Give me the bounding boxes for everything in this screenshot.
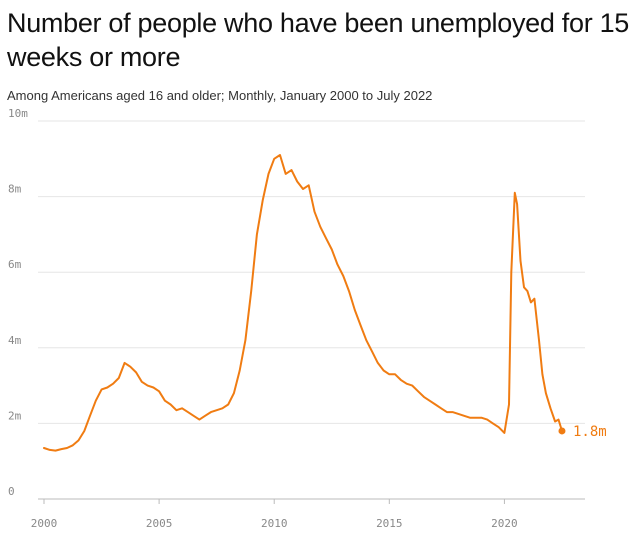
x-tick-label: 2020 — [491, 517, 518, 530]
y-tick-label: 6m — [8, 258, 22, 271]
y-tick-label: 2m — [8, 409, 22, 422]
end-point — [558, 427, 566, 435]
y-tick-label: 0 — [8, 485, 15, 498]
chart-subtitle: Among Americans aged 16 and older; Month… — [7, 88, 433, 103]
y-tick-label: 10m — [8, 107, 28, 120]
end-value-label: 1.8m — [573, 424, 607, 440]
y-tick-label: 8m — [8, 183, 22, 196]
x-tick-label: 2000 — [31, 517, 58, 530]
y-tick-label: 4m — [8, 334, 22, 347]
x-tick-label: 2015 — [376, 517, 403, 530]
chart-title: Number of people who have been unemploye… — [7, 8, 630, 72]
x-tick-label: 2010 — [261, 517, 288, 530]
series-line — [43, 154, 563, 452]
x-tick-label: 2005 — [146, 517, 173, 530]
